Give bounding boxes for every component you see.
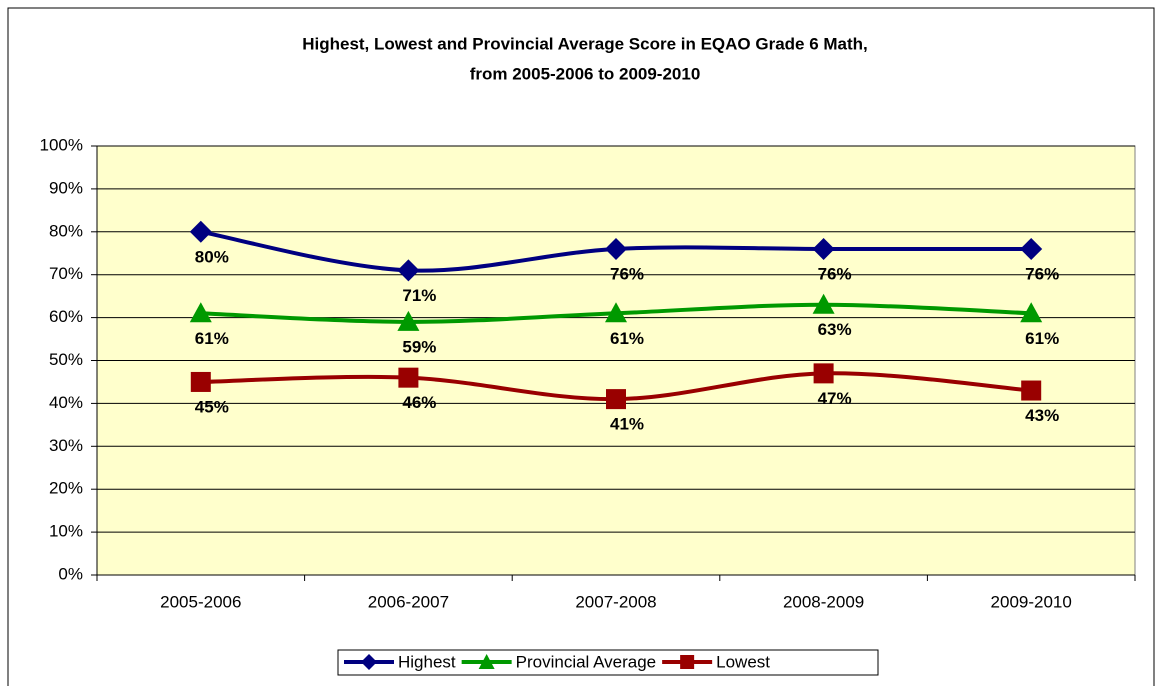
y-tick-label: 40% xyxy=(49,393,83,412)
data-label: 80% xyxy=(195,247,229,266)
y-tick-label: 80% xyxy=(49,221,83,240)
data-label: 46% xyxy=(402,393,436,412)
x-tick-label: 2009-2010 xyxy=(991,592,1072,611)
data-label: 47% xyxy=(818,389,852,408)
legend-marker xyxy=(680,655,695,669)
marker xyxy=(397,310,420,331)
legend-marker xyxy=(361,654,377,670)
marker xyxy=(605,302,627,323)
data-label: 41% xyxy=(610,415,644,434)
legend-label: Highest xyxy=(398,652,456,671)
marker xyxy=(605,237,627,260)
y-tick-label: 30% xyxy=(49,436,83,455)
y-tick-label: 70% xyxy=(49,264,83,283)
x-tick-label: 2007-2008 xyxy=(575,592,656,611)
marker xyxy=(813,363,834,384)
data-label: 76% xyxy=(1025,264,1059,283)
data-label: 61% xyxy=(1025,329,1059,348)
legend-label: Provincial Average xyxy=(516,652,657,671)
data-label: 61% xyxy=(610,329,644,348)
data-label: 76% xyxy=(818,264,852,283)
marker xyxy=(398,367,419,388)
marker xyxy=(812,237,835,260)
data-label: 43% xyxy=(1025,406,1059,425)
legend-box xyxy=(337,649,879,676)
y-tick-label: 20% xyxy=(49,479,83,498)
marker xyxy=(189,302,212,323)
marker xyxy=(397,259,420,282)
y-tick-label: 10% xyxy=(49,522,83,541)
y-tick-label: 90% xyxy=(49,178,83,197)
data-label: 45% xyxy=(195,397,229,416)
y-tick-label: 0% xyxy=(58,564,83,583)
legend: Highest Provincial Average Lowest xyxy=(337,649,879,676)
marker xyxy=(189,220,212,243)
legend-label: Lowest xyxy=(716,652,770,671)
marker xyxy=(1020,237,1043,260)
chart-title: from 2005-2006 to 2009-2010 xyxy=(470,64,701,83)
data-label: 59% xyxy=(402,337,436,356)
marker xyxy=(812,293,835,314)
marker xyxy=(606,389,626,410)
data-label: 71% xyxy=(402,286,436,305)
y-tick-label: 60% xyxy=(49,307,83,326)
y-tick-label: 100% xyxy=(40,135,83,154)
chart-title: Highest, Lowest and Provincial Average S… xyxy=(302,34,868,53)
legend-marker xyxy=(478,654,495,669)
y-tick-label: 50% xyxy=(49,350,83,369)
data-label: 63% xyxy=(818,320,852,339)
x-tick-label: 2006-2007 xyxy=(368,592,449,611)
data-label: 61% xyxy=(195,329,229,348)
marker xyxy=(1021,380,1042,401)
marker xyxy=(190,371,211,392)
x-tick-label: 2008-2009 xyxy=(783,592,864,611)
data-label: 76% xyxy=(610,264,644,283)
x-tick-label: 2005-2006 xyxy=(160,592,241,611)
marker xyxy=(1020,302,1043,323)
